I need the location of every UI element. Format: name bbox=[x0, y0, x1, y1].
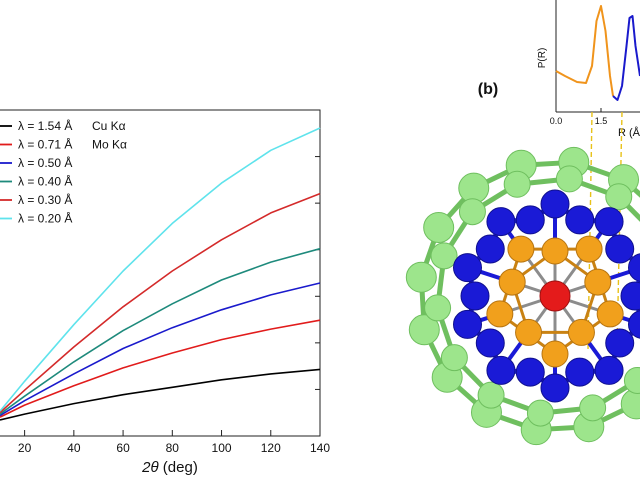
middle-shell-atom bbox=[453, 309, 483, 339]
panel-b-label: (b) bbox=[478, 81, 498, 98]
cage-atom bbox=[605, 183, 633, 211]
inset-y-axis-label: P(R) bbox=[537, 48, 548, 69]
middle-shell-atom bbox=[565, 357, 595, 387]
inset-x-axis-label: R (Å bbox=[618, 126, 640, 139]
inset-x-tick-label: 1.5 bbox=[595, 116, 608, 126]
x-tick-label: 40 bbox=[67, 441, 81, 455]
x-tick-label: 20 bbox=[18, 441, 32, 455]
cluster-structure bbox=[405, 146, 640, 446]
middle-shell-atom bbox=[594, 207, 624, 237]
x-axis-label-symbol: 2θ bbox=[141, 459, 158, 476]
cage-atom bbox=[424, 294, 452, 322]
middle-shell-atom bbox=[453, 253, 483, 283]
x-tick-label: 100 bbox=[212, 441, 232, 455]
x-tick-label: 60 bbox=[116, 441, 130, 455]
cage-atom bbox=[526, 399, 554, 427]
panel-a-plot: 20 40 60 80 100 120 140 2θ (deg) λ = 1.54 Å Cu Kα… bbox=[0, 109, 330, 476]
inner-shell-atom bbox=[515, 318, 543, 346]
x-tick-label: 140 bbox=[310, 441, 330, 455]
series-line-0 bbox=[0, 368, 321, 421]
cage-atom bbox=[458, 198, 486, 226]
middle-shell-atom bbox=[620, 281, 640, 311]
series-line-4 bbox=[0, 192, 321, 414]
middle-shell-atom bbox=[628, 310, 640, 339]
middle-shell-atom bbox=[486, 207, 516, 237]
cage-atom bbox=[623, 366, 640, 394]
inner-shell-atom bbox=[596, 300, 624, 328]
legend-label-3: λ = 0.40 Å bbox=[18, 174, 72, 189]
cage-atom bbox=[503, 170, 531, 198]
x-tick-label: 120 bbox=[261, 441, 281, 455]
inner-shell-atom bbox=[575, 235, 603, 263]
middle-shell-atom bbox=[515, 205, 545, 235]
middle-shell-atom bbox=[486, 355, 516, 385]
middle-shell-atom bbox=[605, 234, 635, 264]
middle-shell-atom bbox=[565, 205, 595, 235]
middle-shell-atom bbox=[594, 355, 624, 385]
middle-shell-atom bbox=[475, 328, 505, 358]
cage-atom bbox=[405, 261, 437, 293]
legend-label-4: λ = 0.30 Å bbox=[18, 192, 72, 207]
center-atom bbox=[539, 280, 571, 312]
inner-shell-atom bbox=[541, 237, 569, 265]
legend-label-0: λ = 1.54 Å bbox=[18, 118, 72, 133]
series-line-5 bbox=[0, 127, 321, 412]
legend-annotation-1: Mo Kα bbox=[92, 138, 127, 152]
series-line-3 bbox=[0, 247, 321, 415]
middle-shell-atom bbox=[475, 234, 505, 264]
inner-shell-atom bbox=[507, 235, 535, 263]
cage-atom bbox=[423, 211, 455, 243]
middle-shell-atom bbox=[540, 189, 570, 219]
legend-label-1: λ = 0.71 Å bbox=[18, 137, 72, 152]
middle-shell-atom bbox=[540, 373, 570, 403]
series-line-2 bbox=[0, 282, 321, 417]
cage-atom bbox=[477, 381, 505, 409]
plot-frame bbox=[0, 109, 321, 437]
cage-atom bbox=[430, 242, 458, 270]
middle-shell-atom bbox=[628, 253, 640, 282]
series-line-1 bbox=[0, 319, 321, 418]
legend-annotation-0: Cu Kα bbox=[92, 119, 126, 133]
cage-atom bbox=[579, 394, 607, 422]
x-axis-label-unit: (deg) bbox=[159, 459, 198, 476]
middle-shell-atom bbox=[460, 281, 490, 311]
inner-shell-atom bbox=[498, 268, 526, 296]
cage-atom bbox=[555, 165, 583, 193]
panel-b-inset-plot: 0.0 1.5 R (Å P(R) (b) bbox=[478, 0, 640, 351]
legend-label-5: λ = 0.20 Å bbox=[18, 211, 72, 226]
x-axis-label: 2θ (deg) bbox=[141, 459, 198, 476]
inner-shell-atom bbox=[541, 340, 569, 368]
inner-shell-atom bbox=[567, 318, 595, 346]
inset-series-line-1 bbox=[612, 15, 640, 101]
cage-atom bbox=[408, 314, 440, 346]
inner-shell-atom bbox=[584, 268, 612, 296]
cage-atom bbox=[440, 344, 468, 372]
x-tick-label: 80 bbox=[166, 441, 180, 455]
middle-shell-atom bbox=[515, 357, 545, 387]
inner-shell-atom bbox=[486, 300, 514, 328]
inset-series-line-0 bbox=[555, 5, 614, 97]
inset-x-tick-label: 0.0 bbox=[550, 116, 563, 126]
legend-label-2: λ = 0.50 Å bbox=[18, 155, 72, 170]
middle-shell-atom bbox=[605, 328, 635, 358]
